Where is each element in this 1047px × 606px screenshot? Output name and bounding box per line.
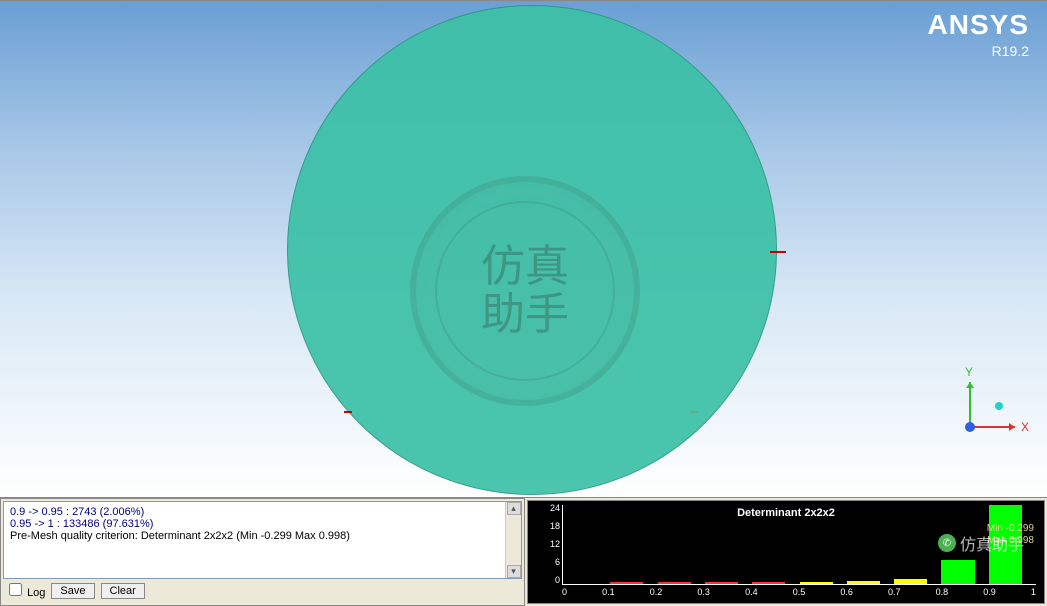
histogram-y-axis: 24 18 12 6 0 [532, 503, 560, 585]
bottom-panel: 0.9 -> 0.95 : 2743 (2.006%) 0.95 -> 1 : … [0, 497, 1047, 606]
histogram-area[interactable]: Determinant 2x2x2 24 18 12 6 0 0 0.1 0.2… [527, 500, 1045, 604]
ytick-0: 24 [532, 503, 560, 513]
log-checkbox[interactable] [9, 583, 22, 596]
small-watermark-text: 仿真助手 [960, 531, 1024, 555]
xtick-8: 0.8 [936, 587, 949, 601]
axis-marker-bottom [690, 411, 698, 413]
xtick-10: 1 [1031, 587, 1036, 601]
scroll-up-icon[interactable]: ▴ [507, 502, 521, 515]
orientation-triad[interactable]: X Y [955, 362, 1035, 442]
ytick-3: 6 [532, 557, 560, 567]
histogram-bar [752, 582, 785, 584]
histogram-bar [847, 581, 880, 584]
log-label: Log [27, 587, 45, 599]
log-checkbox-label[interactable]: Log [9, 583, 45, 599]
xtick-0: 0 [562, 587, 567, 601]
histogram-bar [658, 582, 691, 584]
axis-marker-left [344, 411, 352, 413]
xtick-1: 0.1 [602, 587, 615, 601]
brand-block: ANSYS R19.2 [928, 9, 1029, 59]
histogram-bar [800, 582, 833, 584]
svg-text:Y: Y [965, 365, 973, 379]
xtick-3: 0.3 [697, 587, 710, 601]
message-controls: Log Save Clear [3, 579, 522, 603]
histogram-bar [610, 582, 643, 584]
scroll-down-icon[interactable]: ▾ [507, 565, 521, 578]
histogram-bar [894, 579, 927, 584]
viewport-3d[interactable]: ANSYS R19.2 仿真助手 X Y [0, 0, 1047, 497]
xtick-4: 0.4 [745, 587, 758, 601]
xtick-6: 0.6 [840, 587, 853, 601]
axis-marker-right [770, 251, 786, 253]
message-scrollbar[interactable]: ▴ ▾ [505, 502, 521, 578]
histogram-bar [941, 560, 974, 584]
xtick-7: 0.7 [888, 587, 901, 601]
watermark-seal: 仿真助手 [410, 176, 640, 406]
xtick-2: 0.2 [650, 587, 663, 601]
brand-name: ANSYS [928, 9, 1029, 41]
ytick-1: 18 [532, 521, 560, 531]
save-button[interactable]: Save [51, 583, 94, 599]
message-log[interactable]: 0.9 -> 0.95 : 2743 (2.006%) 0.95 -> 1 : … [3, 501, 522, 579]
message-area: 0.9 -> 0.95 : 2743 (2.006%) 0.95 -> 1 : … [0, 498, 525, 606]
histogram-bar [705, 582, 738, 584]
msg-line-1: 0.9 -> 0.95 : 2743 (2.006%) [10, 506, 515, 518]
ytick-4: 0 [532, 575, 560, 585]
xtick-5: 0.5 [793, 587, 806, 601]
histogram-x-axis: 0 0.1 0.2 0.3 0.4 0.5 0.6 0.7 0.8 0.9 1 [562, 587, 1036, 601]
xtick-9: 0.9 [983, 587, 996, 601]
svg-text:X: X [1021, 420, 1029, 434]
ytick-2: 12 [532, 539, 560, 549]
wechat-icon: ✆ [938, 534, 956, 552]
brand-version: R19.2 [928, 43, 1029, 59]
msg-line-2: 0.95 -> 1 : 133486 (97.631%) [10, 518, 515, 530]
clear-button[interactable]: Clear [101, 583, 145, 599]
msg-line-3: Pre-Mesh quality criterion: Determinant … [10, 530, 515, 542]
small-watermark: ✆ 仿真助手 [938, 531, 1024, 555]
watermark-text: 仿真助手 [435, 201, 615, 381]
